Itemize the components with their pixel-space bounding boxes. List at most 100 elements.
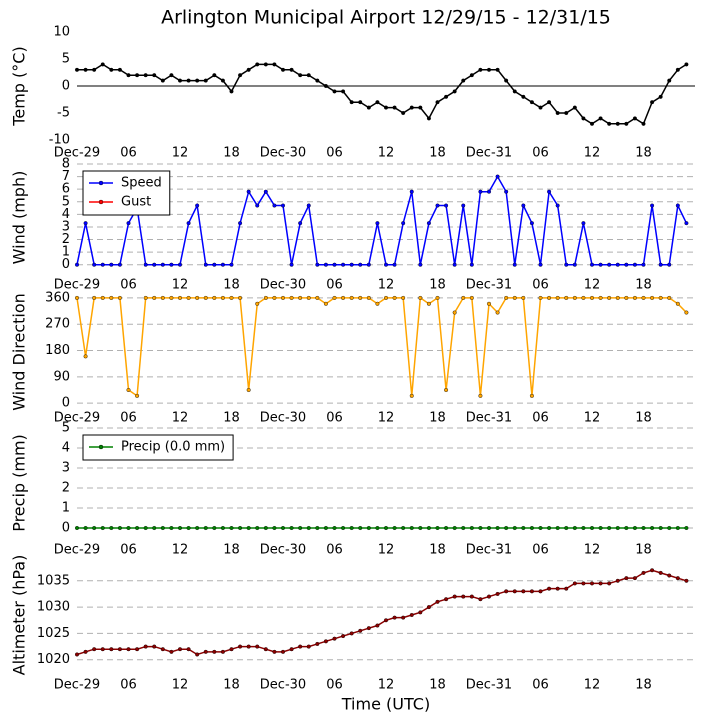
point	[169, 526, 174, 531]
point	[83, 649, 88, 654]
x-tick-label: 06	[532, 678, 549, 693]
x-tick-label: 12	[584, 278, 601, 293]
point	[255, 62, 260, 67]
point	[641, 262, 646, 267]
point	[272, 62, 277, 67]
series-line	[77, 63, 687, 125]
x-tick-label: 06	[326, 146, 343, 161]
y-tick-label: 1030	[37, 600, 70, 615]
y-tick-label: 180	[45, 343, 70, 358]
point	[469, 295, 474, 300]
x-tick-label: Dec-29	[54, 278, 100, 293]
y-tick-label: 360	[45, 290, 70, 305]
point	[392, 295, 397, 300]
point	[117, 262, 122, 267]
point	[495, 526, 500, 531]
point	[418, 610, 423, 615]
point	[375, 301, 380, 306]
point	[315, 295, 320, 300]
point	[152, 262, 157, 267]
point	[109, 647, 114, 652]
point	[255, 203, 260, 208]
point	[607, 526, 612, 531]
point	[667, 295, 672, 300]
y-tick-label: 4	[62, 441, 70, 456]
point	[547, 586, 552, 591]
point	[169, 295, 174, 300]
point	[624, 121, 629, 126]
point	[83, 354, 88, 359]
x-tick-label: 12	[172, 146, 189, 161]
point	[547, 295, 552, 300]
point	[615, 526, 620, 531]
point	[117, 526, 122, 531]
point	[555, 295, 560, 300]
point	[135, 647, 140, 652]
point	[409, 613, 414, 618]
point	[238, 295, 243, 300]
point	[203, 649, 208, 654]
y-tick-label: 0	[62, 521, 70, 536]
point	[401, 615, 406, 620]
point	[452, 262, 457, 267]
point	[426, 221, 431, 226]
point	[641, 570, 646, 575]
point	[504, 589, 509, 594]
point	[384, 262, 389, 267]
x-tick-label: Dec-31	[466, 411, 512, 426]
point	[650, 100, 655, 105]
point	[547, 100, 552, 105]
point	[315, 526, 320, 531]
point	[74, 262, 79, 267]
x-tick-label: 06	[532, 146, 549, 161]
point	[306, 203, 311, 208]
point	[435, 203, 440, 208]
point	[212, 73, 217, 78]
point	[229, 262, 234, 267]
x-tick-label: 18	[635, 678, 652, 693]
point	[444, 203, 449, 208]
x-tick-label: 18	[635, 543, 652, 558]
point	[598, 116, 603, 121]
point	[572, 105, 577, 110]
point	[83, 526, 88, 531]
point	[487, 526, 492, 531]
point	[109, 526, 114, 531]
point	[512, 589, 517, 594]
point	[478, 393, 483, 398]
point	[263, 647, 268, 652]
point	[195, 652, 200, 657]
point	[332, 89, 337, 94]
legend-label: Gust	[121, 195, 151, 210]
point	[667, 78, 672, 83]
point	[529, 526, 534, 531]
point	[478, 67, 483, 72]
point	[177, 78, 182, 83]
y-tick-label: -5	[57, 106, 70, 121]
point	[341, 634, 346, 639]
y-tick-label: 6	[62, 182, 70, 197]
point	[341, 526, 346, 531]
point	[306, 295, 311, 300]
point	[469, 73, 474, 78]
point	[392, 105, 397, 110]
point	[504, 295, 509, 300]
point	[229, 295, 234, 300]
point	[632, 116, 637, 121]
point	[143, 295, 148, 300]
point	[461, 78, 466, 83]
point	[341, 89, 346, 94]
x-tick-label: 12	[584, 146, 601, 161]
point	[375, 526, 380, 531]
point	[143, 73, 148, 78]
point	[607, 581, 612, 586]
point	[126, 526, 131, 531]
y-tick-label: 5	[62, 52, 70, 67]
point	[109, 295, 114, 300]
point	[263, 189, 268, 194]
x-tick-label: 12	[378, 411, 395, 426]
point	[289, 295, 294, 300]
y-tick-label: 10	[53, 25, 70, 40]
point	[332, 526, 337, 531]
x-tick-label: 12	[584, 543, 601, 558]
